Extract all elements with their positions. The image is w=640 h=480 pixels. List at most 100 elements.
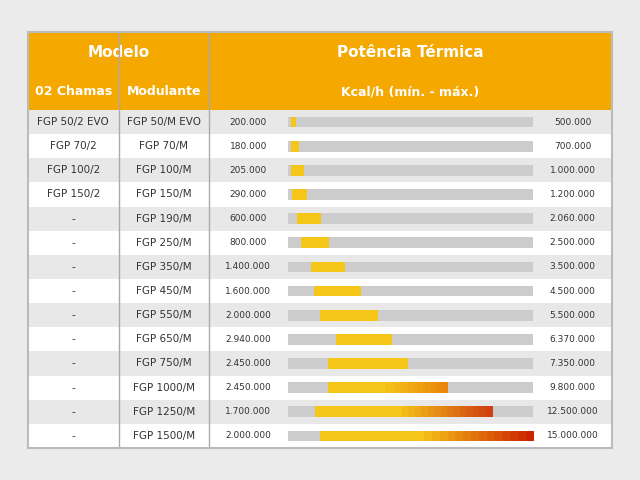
Text: 2.940.000: 2.940.000 [225,335,271,344]
Bar [328,383,382,393]
Bar [28,231,118,255]
Bar [426,383,431,393]
Text: 1.000.000: 1.000.000 [550,166,596,175]
Text: -: - [72,286,75,296]
Bar [440,383,444,393]
Bar [28,424,118,448]
Bar [118,279,209,303]
Text: 2.000.000: 2.000.000 [225,432,271,441]
Text: 500.000: 500.000 [554,118,591,127]
Bar [510,431,518,441]
Text: 6.370.000: 6.370.000 [550,335,596,344]
Bar [28,158,118,182]
Bar [444,383,449,393]
Bar [209,255,612,279]
Text: FGP 70/M: FGP 70/M [140,141,188,151]
Bar [455,431,463,441]
Text: 2.060.000: 2.060.000 [550,214,596,223]
Text: FGP 70/2: FGP 70/2 [50,141,97,151]
Bar [287,407,533,417]
Bar [118,303,209,327]
Bar [486,407,493,417]
Bar [421,407,428,417]
Text: FGP 650/M: FGP 650/M [136,335,191,344]
Bar [518,431,526,441]
Bar [118,134,209,158]
Bar [28,206,118,231]
Bar [479,407,486,417]
Bar [28,303,118,327]
Bar [287,117,533,127]
Bar [467,407,473,417]
Bar [209,110,612,134]
Bar [287,334,533,345]
Text: 205.000: 205.000 [230,166,267,175]
Bar [118,182,209,206]
Bar [395,407,402,417]
Text: 5.500.000: 5.500.000 [550,311,596,320]
Bar [209,32,612,74]
Bar [28,375,118,400]
Bar [287,165,533,176]
Bar [292,189,307,200]
Bar [28,32,209,74]
Bar [382,383,387,393]
Bar [209,182,612,206]
Text: FGP 50/2 EVO: FGP 50/2 EVO [37,117,109,127]
Text: 180.000: 180.000 [230,142,267,151]
Bar [434,407,441,417]
Bar [291,117,296,127]
Bar [298,213,321,224]
Text: FGP 350/M: FGP 350/M [136,262,191,272]
Text: 12.500.000: 12.500.000 [547,408,598,416]
Text: 1.400.000: 1.400.000 [225,263,271,271]
Bar [287,141,533,152]
Bar [287,213,533,224]
Text: 1.600.000: 1.600.000 [225,287,271,296]
Text: 600.000: 600.000 [230,214,267,223]
Text: 9.800.000: 9.800.000 [550,383,596,392]
Text: -: - [72,359,75,369]
Bar [416,431,424,441]
Text: FGP 190/M: FGP 190/M [136,214,191,224]
Bar [336,334,392,345]
Bar [28,255,118,279]
Bar [209,158,612,182]
Text: 7.350.000: 7.350.000 [550,359,596,368]
Text: Kcal/h (mín. - máx.): Kcal/h (mín. - máx.) [341,85,479,98]
Text: 2.000.000: 2.000.000 [225,311,271,320]
Text: -: - [72,335,75,344]
Text: 200.000: 200.000 [230,118,267,127]
Text: 1.200.000: 1.200.000 [550,190,596,199]
Text: 700.000: 700.000 [554,142,591,151]
Bar [402,407,408,417]
Bar [118,74,209,110]
Bar [408,407,415,417]
Bar [428,407,435,417]
Text: FGP 150/2: FGP 150/2 [47,190,100,200]
Bar [287,189,533,200]
Text: 15.000.000: 15.000.000 [547,432,598,441]
Bar [404,383,409,393]
Text: -: - [72,407,75,417]
Bar [435,383,440,393]
Bar [399,383,404,393]
Text: FGP 450/M: FGP 450/M [136,286,191,296]
Bar [417,383,422,393]
Text: FGP 750/M: FGP 750/M [136,359,191,369]
Bar [316,407,395,417]
Bar [291,165,304,176]
Text: 4.500.000: 4.500.000 [550,287,596,296]
Bar [118,424,209,448]
Text: Potência Térmica: Potência Térmica [337,46,484,60]
Text: FGP 100/2: FGP 100/2 [47,165,100,175]
Text: -: - [72,383,75,393]
Bar [28,327,118,351]
Text: FGP 150/M: FGP 150/M [136,190,191,200]
Bar [209,351,612,375]
Text: 1.700.000: 1.700.000 [225,408,271,416]
Bar [463,431,471,441]
Bar [28,74,118,110]
Text: 800.000: 800.000 [230,238,267,247]
Bar [454,407,460,417]
